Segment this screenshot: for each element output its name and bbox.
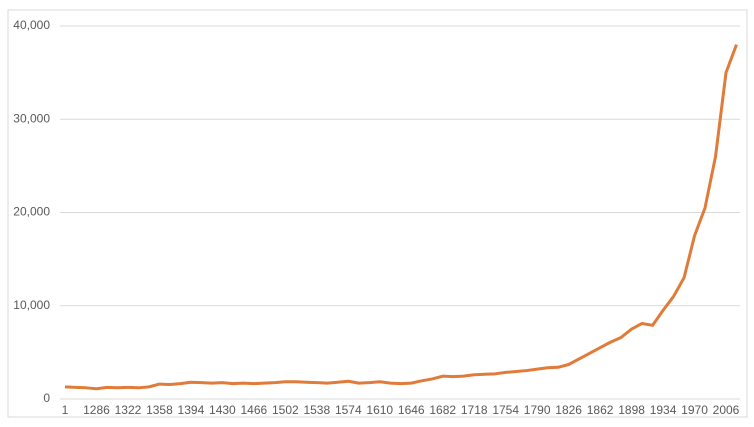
x-tick-label: 1574 bbox=[335, 403, 362, 417]
x-tick-label: 1538 bbox=[303, 403, 330, 417]
x-tick-label: 1286 bbox=[83, 403, 110, 417]
x-tick-label: 1682 bbox=[429, 403, 456, 417]
y-tick-label: 10,000 bbox=[13, 298, 50, 312]
y-tick-label: 30,000 bbox=[13, 111, 50, 125]
y-tick-label: 20,000 bbox=[13, 205, 50, 219]
x-tick-label: 1934 bbox=[650, 403, 677, 417]
y-tick-label: 0 bbox=[43, 391, 50, 405]
x-tick-label: 1970 bbox=[681, 403, 708, 417]
x-tick-label: 1898 bbox=[618, 403, 645, 417]
x-tick-label: 1718 bbox=[461, 403, 488, 417]
x-tick-label: 1646 bbox=[398, 403, 425, 417]
x-tick-label: 1358 bbox=[146, 403, 173, 417]
x-tick-label: 1322 bbox=[115, 403, 142, 417]
line-series bbox=[64, 44, 738, 391]
x-tick-label: 1790 bbox=[524, 403, 551, 417]
x-tick-label: 1394 bbox=[178, 403, 205, 417]
x-tick-label: 1826 bbox=[555, 403, 582, 417]
x-tick-label: 1430 bbox=[209, 403, 236, 417]
x-tick-label: 1502 bbox=[272, 403, 299, 417]
x-tick-label: 1862 bbox=[587, 403, 614, 417]
x-tick-label: 1 bbox=[62, 403, 69, 417]
chart-border bbox=[7, 9, 748, 418]
x-tick-label: 2006 bbox=[713, 403, 740, 417]
x-tick-label: 1610 bbox=[366, 403, 393, 417]
x-tick-label: 1466 bbox=[241, 403, 268, 417]
x-tick-label: 1754 bbox=[492, 403, 519, 417]
y-tick-label: 40,000 bbox=[13, 18, 50, 32]
